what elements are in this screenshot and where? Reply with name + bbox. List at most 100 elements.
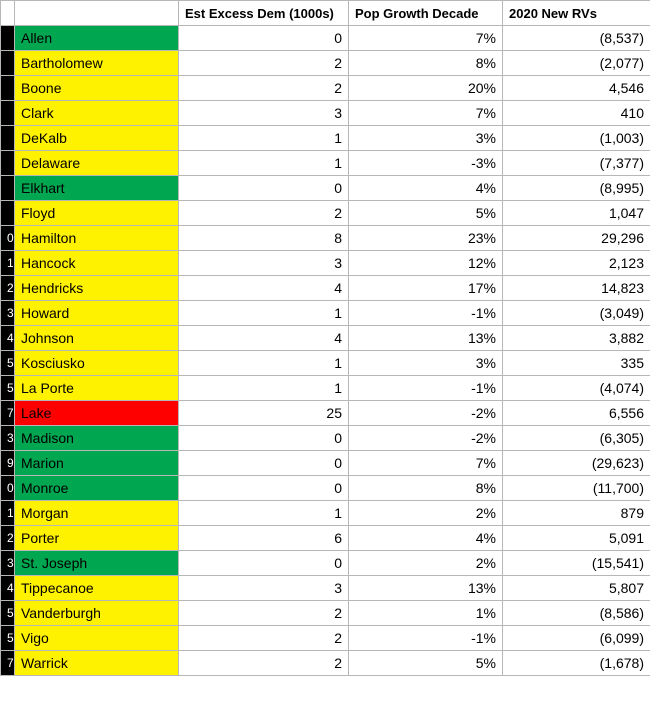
cell-new-rvs[interactable]: 5,807 [503,576,650,601]
cell-excess-dem[interactable]: 1 [179,126,349,151]
table-row[interactable]: 2Hendricks417%14,823 [1,276,650,301]
table-row[interactable]: Floyd25%1,047 [1,201,650,226]
cell-pop-growth[interactable]: 17% [349,276,503,301]
cell-pop-growth[interactable]: -1% [349,376,503,401]
cell-excess-dem[interactable]: 4 [179,276,349,301]
table-row[interactable]: 1Morgan12%879 [1,501,650,526]
cell-new-rvs[interactable]: (1,678) [503,651,650,676]
header-excess[interactable]: Est Excess Dem (1000s) [179,1,349,26]
cell-county-name[interactable]: Bartholomew [15,51,179,76]
cell-excess-dem[interactable]: 0 [179,176,349,201]
table-row[interactable]: 5Vanderburgh21%(8,586) [1,601,650,626]
cell-excess-dem[interactable]: 2 [179,51,349,76]
cell-pop-growth[interactable]: 7% [349,101,503,126]
cell-county-name[interactable]: Elkhart [15,176,179,201]
cell-excess-dem[interactable]: 2 [179,601,349,626]
cell-new-rvs[interactable]: 29,296 [503,226,650,251]
cell-pop-growth[interactable]: 1% [349,601,503,626]
cell-new-rvs[interactable]: 879 [503,501,650,526]
cell-new-rvs[interactable]: (6,305) [503,426,650,451]
cell-new-rvs[interactable]: (29,623) [503,451,650,476]
cell-excess-dem[interactable]: 0 [179,451,349,476]
cell-excess-dem[interactable]: 8 [179,226,349,251]
table-row[interactable]: DeKalb13%(1,003) [1,126,650,151]
cell-excess-dem[interactable]: 2 [179,76,349,101]
cell-county-name[interactable]: St. Joseph [15,551,179,576]
cell-county-name[interactable]: Allen [15,26,179,51]
cell-pop-growth[interactable]: -1% [349,301,503,326]
cell-new-rvs[interactable]: 410 [503,101,650,126]
cell-county-name[interactable]: Floyd [15,201,179,226]
cell-new-rvs[interactable]: (15,541) [503,551,650,576]
cell-excess-dem[interactable]: 1 [179,301,349,326]
cell-pop-growth[interactable]: 23% [349,226,503,251]
header-rvs[interactable]: 2020 New RVs [503,1,650,26]
cell-county-name[interactable]: Boone [15,76,179,101]
table-row[interactable]: Elkhart04%(8,995) [1,176,650,201]
cell-new-rvs[interactable]: (8,537) [503,26,650,51]
cell-pop-growth[interactable]: 2% [349,501,503,526]
cell-excess-dem[interactable]: 3 [179,101,349,126]
table-row[interactable]: Boone220%4,546 [1,76,650,101]
cell-county-name[interactable]: La Porte [15,376,179,401]
cell-county-name[interactable]: Warrick [15,651,179,676]
cell-pop-growth[interactable]: 4% [349,526,503,551]
cell-new-rvs[interactable]: (7,377) [503,151,650,176]
cell-excess-dem[interactable]: 1 [179,501,349,526]
cell-county-name[interactable]: Tippecanoe [15,576,179,601]
cell-new-rvs[interactable]: 6,556 [503,401,650,426]
cell-new-rvs[interactable]: (4,074) [503,376,650,401]
cell-county-name[interactable]: Monroe [15,476,179,501]
table-row[interactable]: Clark37%410 [1,101,650,126]
cell-new-rvs[interactable]: 3,882 [503,326,650,351]
cell-pop-growth[interactable]: -2% [349,401,503,426]
cell-county-name[interactable]: Delaware [15,151,179,176]
cell-county-name[interactable]: Hamilton [15,226,179,251]
table-row[interactable]: 3St. Joseph02%(15,541) [1,551,650,576]
cell-new-rvs[interactable]: 2,123 [503,251,650,276]
cell-excess-dem[interactable]: 0 [179,26,349,51]
cell-pop-growth[interactable]: 3% [349,351,503,376]
cell-excess-dem[interactable]: 1 [179,351,349,376]
cell-new-rvs[interactable]: 5,091 [503,526,650,551]
cell-pop-growth[interactable]: -2% [349,426,503,451]
table-row[interactable]: 7Warrick25%(1,678) [1,651,650,676]
cell-excess-dem[interactable]: 2 [179,201,349,226]
cell-excess-dem[interactable]: 4 [179,326,349,351]
cell-county-name[interactable]: Vanderburgh [15,601,179,626]
table-row[interactable]: 5Vigo2-1%(6,099) [1,626,650,651]
table-row[interactable]: 3Madison0-2%(6,305) [1,426,650,451]
table-row[interactable]: 5Kosciusko13%335 [1,351,650,376]
cell-new-rvs[interactable]: (1,003) [503,126,650,151]
cell-county-name[interactable]: Marion [15,451,179,476]
cell-pop-growth[interactable]: 4% [349,176,503,201]
cell-excess-dem[interactable]: 6 [179,526,349,551]
cell-county-name[interactable]: DeKalb [15,126,179,151]
cell-county-name[interactable]: Howard [15,301,179,326]
cell-excess-dem[interactable]: 3 [179,576,349,601]
cell-county-name[interactable]: Hancock [15,251,179,276]
table-row[interactable]: 3Howard1-1%(3,049) [1,301,650,326]
cell-new-rvs[interactable]: (8,995) [503,176,650,201]
table-row[interactable]: Bartholomew28%(2,077) [1,51,650,76]
table-row[interactable]: 5La Porte1-1%(4,074) [1,376,650,401]
cell-new-rvs[interactable]: (11,700) [503,476,650,501]
cell-county-name[interactable]: Vigo [15,626,179,651]
cell-pop-growth[interactable]: 8% [349,476,503,501]
cell-pop-growth[interactable]: -3% [349,151,503,176]
cell-new-rvs[interactable]: (8,586) [503,601,650,626]
cell-pop-growth[interactable]: 7% [349,26,503,51]
header-pop[interactable]: Pop Growth Decade [349,1,503,26]
table-row[interactable]: 9Marion07%(29,623) [1,451,650,476]
cell-new-rvs[interactable]: 14,823 [503,276,650,301]
table-row[interactable]: 1Hancock312%2,123 [1,251,650,276]
cell-new-rvs[interactable]: 335 [503,351,650,376]
cell-excess-dem[interactable]: 0 [179,551,349,576]
cell-new-rvs[interactable]: 4,546 [503,76,650,101]
cell-pop-growth[interactable]: 13% [349,576,503,601]
table-row[interactable]: 7Lake25-2%6,556 [1,401,650,426]
cell-pop-growth[interactable]: 3% [349,126,503,151]
cell-excess-dem[interactable]: 2 [179,651,349,676]
cell-new-rvs[interactable]: (3,049) [503,301,650,326]
cell-pop-growth[interactable]: 5% [349,201,503,226]
